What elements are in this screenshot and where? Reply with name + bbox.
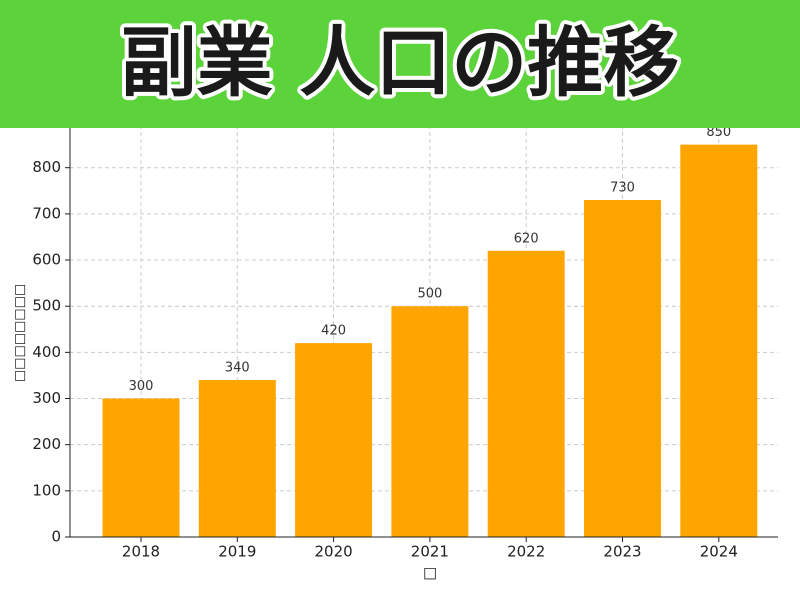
bar: [295, 343, 373, 537]
y-tick-label: 500: [32, 297, 61, 315]
x-tick-label: 2021: [411, 543, 449, 561]
y-tick-label: 0: [51, 528, 61, 546]
bar: [102, 398, 180, 537]
y-tick-label: 200: [32, 435, 61, 453]
bar: [584, 200, 661, 537]
y-tick-label: 400: [32, 343, 61, 361]
title-banner: [0, 0, 800, 128]
x-tick-label: 2024: [700, 543, 738, 561]
y-tick-label: 300: [32, 389, 61, 407]
value-label: 730: [610, 181, 635, 196]
x-tick-label: 2020: [315, 543, 353, 561]
y-tick-label: 100: [32, 481, 61, 499]
value-label: 850: [706, 125, 731, 140]
x-tick-label: 2023: [603, 543, 641, 561]
y-axis-label: □□□□□□□□: [13, 284, 28, 382]
x-axis-label: □: [423, 564, 437, 582]
bar: [391, 306, 469, 537]
value-label: 620: [514, 231, 539, 246]
value-label: 300: [129, 379, 154, 394]
bar: [198, 380, 276, 537]
y-tick-label: 700: [32, 204, 61, 222]
value-label: 420: [321, 324, 346, 339]
y-tick-label: 600: [32, 251, 61, 269]
bar: [680, 144, 758, 537]
x-tick-label: 2018: [122, 543, 160, 561]
x-tick-label: 2022: [507, 543, 545, 561]
value-label: 500: [417, 287, 442, 302]
chart-title: 副業 人口の推移: [121, 18, 679, 107]
x-tick-label: 2019: [218, 543, 256, 561]
value-label: 340: [225, 361, 250, 376]
bar: [487, 250, 565, 537]
y-tick-label: 800: [32, 158, 61, 176]
